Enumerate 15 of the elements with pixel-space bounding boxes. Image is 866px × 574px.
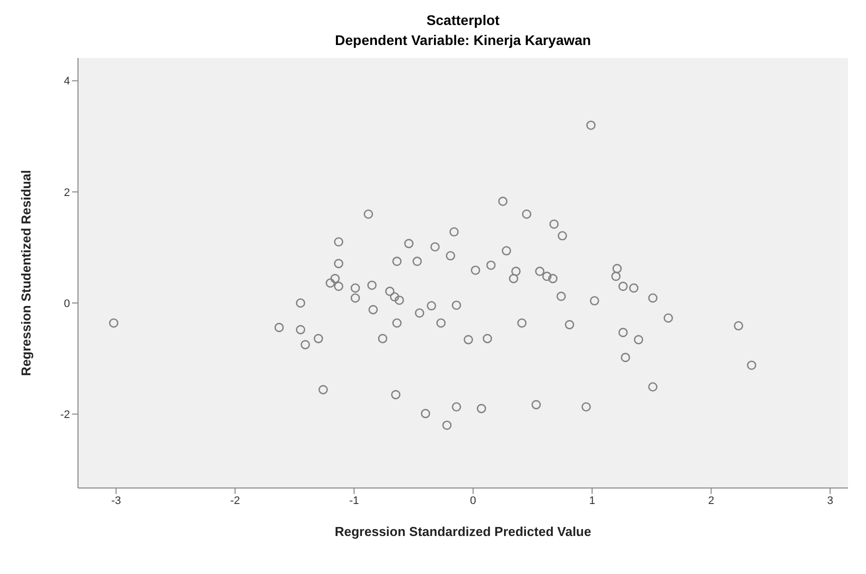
x-tick-label: -2 [230, 494, 240, 507]
x-tick-label: 2 [708, 494, 714, 507]
x-tick-label: -1 [349, 494, 359, 507]
y-axis-title: Regression Studentized Residual [18, 170, 34, 376]
x-tick-label: 1 [589, 494, 596, 507]
x-tick-label: -3 [111, 494, 121, 507]
x-tick-label: 0 [470, 494, 476, 507]
x-axis-title: Regression Standardized Predicted Value [334, 524, 592, 539]
y-tick-label: 4 [64, 76, 70, 88]
chart-subtitle: Dependent Variable: Kinerja Karyawan [334, 31, 592, 48]
chart-title: Scatterplot [425, 11, 501, 28]
y-tick-label: -2 [60, 409, 70, 422]
y-tick-label: 0 [64, 298, 70, 310]
x-tick-label: 3 [827, 494, 834, 507]
y-tick-label: 2 [64, 186, 70, 199]
